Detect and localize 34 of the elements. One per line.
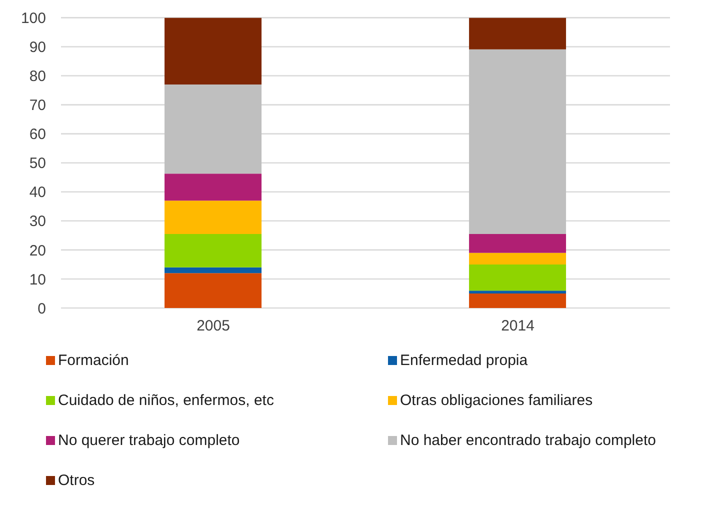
legend-label: Otros — [58, 472, 95, 488]
bar — [164, 234, 262, 268]
y-tick-label: 40 — [29, 184, 46, 202]
legend-label: Otras obligaciones familiares — [400, 392, 593, 408]
y-tick-label: 90 — [29, 39, 46, 56]
y-tick-label: 0 — [38, 300, 46, 318]
x-tick-label: 2005 — [196, 318, 230, 335]
bar — [469, 293, 566, 308]
y-tick-label: 60 — [29, 126, 46, 144]
y-tick-label: 20 — [29, 242, 46, 260]
bar — [469, 264, 566, 291]
bar — [164, 18, 262, 84]
legend-label: Enfermedad propia — [400, 352, 528, 368]
bar — [164, 84, 262, 174]
legend-label: No haber encontrado trabajo completo — [400, 432, 656, 448]
bar — [469, 252, 566, 264]
bar — [469, 18, 566, 50]
bar — [469, 49, 566, 234]
y-tick-label: 100 — [20, 10, 46, 28]
y-tick-label: 70 — [29, 97, 46, 114]
bar — [164, 200, 262, 234]
legend-label: No querer trabajo completo — [58, 432, 240, 448]
legend-label: Cuidado de niños, enfermos, etc — [58, 392, 274, 408]
y-tick-label: 80 — [29, 68, 46, 86]
legend-label: Formación — [58, 352, 129, 368]
y-tick-label: 30 — [29, 213, 46, 230]
y-tick-label: 10 — [29, 271, 46, 288]
bar — [469, 234, 566, 253]
bar — [164, 174, 262, 201]
bar — [469, 290, 566, 294]
y-tick-label: 50 — [29, 155, 46, 172]
x-tick-label: 2014 — [501, 318, 534, 335]
bar — [164, 273, 262, 308]
bar — [164, 267, 262, 274]
